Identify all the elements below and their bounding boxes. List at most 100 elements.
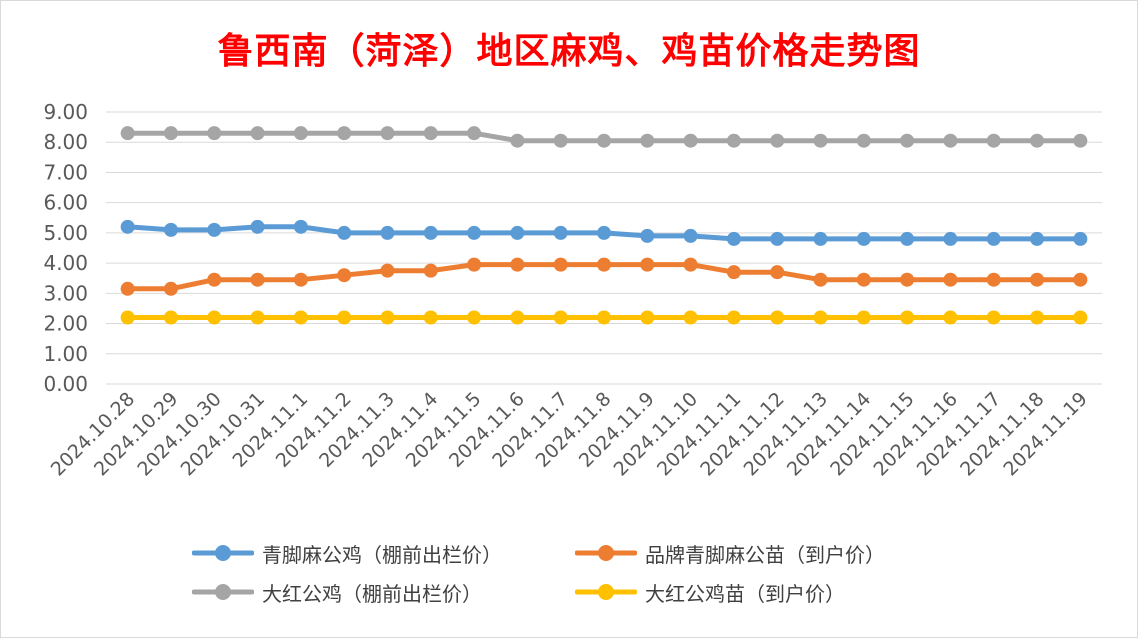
legend-marker [598, 584, 614, 600]
legend-swatch-series-1 [575, 545, 637, 561]
legend-label-series-1: 品牌青脚麻公苗（到户价） [645, 542, 885, 567]
series-2-point [813, 133, 828, 148]
series-3-point [207, 310, 222, 325]
series-3-point [163, 310, 178, 325]
series-2-point [900, 133, 915, 148]
y-tick-label: 9.00 [43, 100, 88, 124]
series-3-point [900, 310, 915, 325]
series-1-point [120, 281, 135, 296]
series-3-point [1073, 310, 1088, 325]
series-3-point [510, 310, 525, 325]
series-0-point [986, 231, 1001, 246]
series-3-point [1030, 310, 1045, 325]
series-1-point [337, 268, 352, 283]
legend-item-series-2[interactable]: 大红公鸡（棚前出栏价） [192, 579, 482, 606]
chart-title: 鲁西南（菏泽）地区麻鸡、鸡苗价格走势图 [217, 30, 921, 72]
series-2-point [597, 133, 611, 148]
series-1-point [293, 272, 308, 287]
series-2-point [120, 126, 135, 141]
series-0-point [813, 231, 828, 246]
series-3-point [553, 310, 568, 325]
series-0-point [467, 225, 482, 240]
series-3-point [423, 310, 438, 325]
series-3-point [986, 310, 1001, 325]
series-2-point [683, 133, 698, 148]
series-0-point [943, 231, 958, 246]
series-2-point [1030, 133, 1045, 148]
series-2-point [770, 133, 785, 148]
y-tick-label: 4.00 [43, 251, 88, 275]
legend-label-series-3: 大红公鸡苗（到户价） [645, 581, 845, 606]
series-3-point [683, 310, 698, 325]
series-2-point [467, 126, 482, 141]
series-1-point [510, 257, 525, 272]
series-1-point [1073, 272, 1088, 287]
series-2-point [250, 126, 265, 141]
series-0-point [856, 231, 871, 246]
legend-swatch-series-2 [192, 584, 254, 600]
series-2-point [423, 126, 438, 141]
series-3-point [640, 310, 655, 325]
series-0-point [337, 225, 352, 240]
series-0-point [726, 231, 741, 246]
series-0-point [510, 225, 525, 240]
series-1-point [813, 272, 828, 287]
legend-marker [598, 545, 614, 561]
series-0-point [250, 219, 265, 234]
series-2-point [640, 133, 655, 148]
series-3-point [293, 310, 308, 325]
series-2-point [207, 126, 222, 141]
series-2-point [163, 126, 178, 141]
series-0-point [1030, 231, 1045, 246]
series-1-point [640, 257, 655, 272]
series-0-point [120, 219, 135, 234]
series-3-point [770, 310, 785, 325]
legend-marker [215, 545, 231, 561]
series-2-point [380, 126, 395, 141]
series-1-point [683, 257, 698, 272]
series-2-point [856, 133, 871, 148]
series-3-point [380, 310, 395, 325]
series-1-point [467, 257, 482, 272]
series-3-point [726, 310, 741, 325]
series-0-point [900, 231, 915, 246]
series-3-point [943, 310, 958, 325]
legend-label-series-0: 青脚麻公鸡（棚前出栏价） [262, 542, 502, 567]
series-2-point [1073, 133, 1088, 148]
series-3-point [120, 310, 135, 325]
legend-swatch-series-3 [575, 584, 637, 600]
legend-item-series-0[interactable]: 青脚麻公鸡（棚前出栏价） [192, 540, 502, 567]
y-tick-label: 1.00 [43, 342, 88, 366]
y-tick-label: 5.00 [43, 221, 88, 245]
series-2-point [510, 133, 525, 148]
series-2-point [986, 133, 1001, 148]
series-2-point [293, 126, 308, 141]
series-0-point [640, 228, 655, 243]
series-1-point [423, 263, 438, 278]
series-2-point [337, 126, 352, 141]
legend-label-series-2: 大红公鸡（棚前出栏价） [262, 581, 482, 606]
series-2-point [726, 133, 741, 148]
series-1-point [250, 272, 265, 287]
series-1-point [1030, 272, 1045, 287]
series-1-point [986, 272, 1001, 287]
y-tick-label: 0.00 [43, 372, 88, 396]
y-tick-label: 7.00 [43, 160, 88, 184]
y-tick-label: 3.00 [43, 281, 88, 305]
legend-item-series-1[interactable]: 品牌青脚麻公苗（到户价） [575, 540, 885, 567]
series-0-point [553, 225, 568, 240]
series-3-point [597, 310, 611, 325]
series-1-point [770, 265, 785, 280]
legend-item-series-3[interactable]: 大红公鸡苗（到户价） [575, 579, 845, 606]
y-tick-label: 2.00 [43, 312, 88, 336]
series-1-point [900, 272, 915, 287]
series-0-point [597, 225, 611, 240]
series-1-point [726, 265, 741, 280]
series-0-point [163, 222, 178, 237]
series-1-point [553, 257, 568, 272]
series-1-point [856, 272, 871, 287]
series-2-point [553, 133, 568, 148]
legend-swatch-series-0 [192, 545, 254, 561]
